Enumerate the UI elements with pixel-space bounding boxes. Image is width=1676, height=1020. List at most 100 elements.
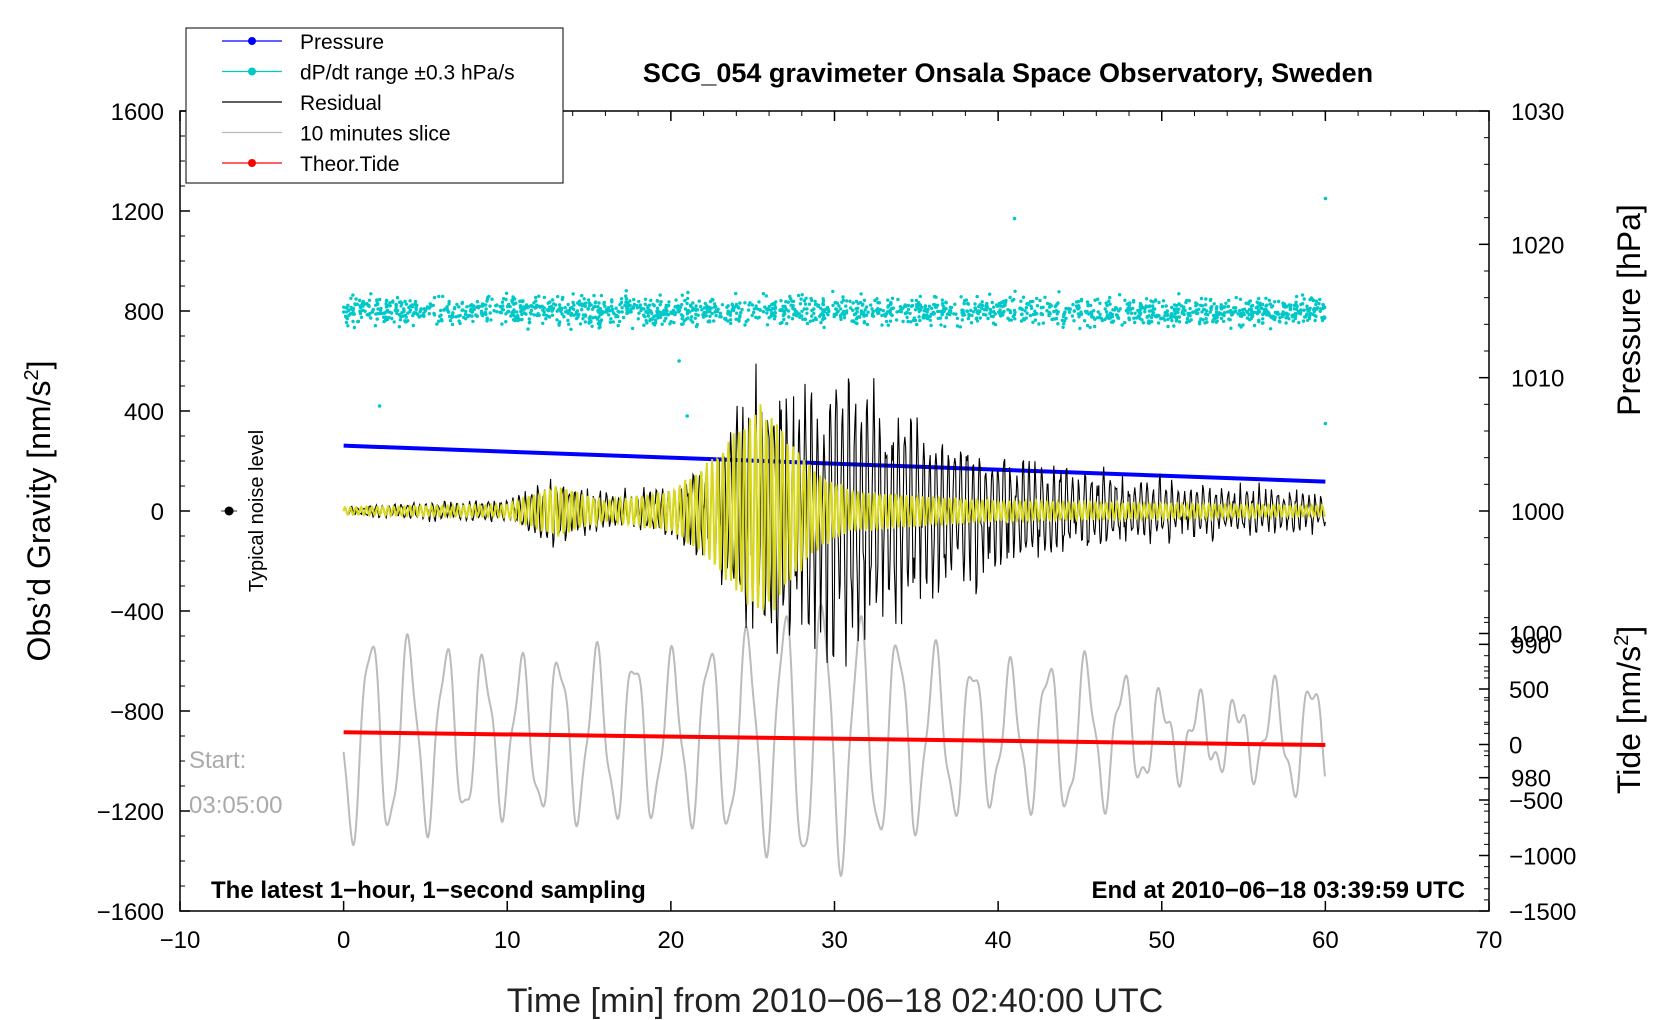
dpdt-point — [805, 311, 809, 315]
dpdt-point — [1278, 320, 1282, 324]
dpdt-point — [408, 299, 412, 303]
dpdt-point — [998, 304, 1003, 308]
dpdt-point — [1211, 318, 1216, 322]
dpdt-point — [797, 312, 801, 316]
dpdt-point — [1150, 313, 1155, 317]
dpdt-point — [384, 305, 389, 309]
dpdt-point — [849, 306, 853, 310]
x-tick-label: 20 — [658, 927, 685, 954]
dpdt-point — [844, 311, 849, 315]
dpdt-point — [855, 315, 860, 319]
dpdt-point — [674, 305, 679, 309]
dpdt-point — [1304, 314, 1308, 319]
dpdt-point — [500, 300, 505, 304]
dpdt-point — [851, 308, 855, 312]
dpdt-point — [975, 310, 979, 314]
dpdt-point — [1170, 305, 1174, 310]
dpdt-point — [809, 298, 814, 303]
dpdt-point — [522, 311, 526, 315]
dpdt-point — [845, 299, 849, 303]
dpdt-point — [500, 322, 504, 326]
dpdt-point — [578, 322, 583, 326]
dpdt-point — [1291, 319, 1296, 323]
y-tide-tick-label: −1000 — [1509, 844, 1576, 871]
dpdt-point — [394, 303, 399, 307]
dpdt-point — [1214, 307, 1219, 311]
y-pressure-tick-label: 1000 — [1511, 499, 1564, 526]
dpdt-point — [667, 300, 671, 304]
dpdt-point — [784, 300, 788, 304]
dpdt-point — [558, 320, 562, 324]
dpdt-point — [1172, 303, 1177, 307]
dpdt-point — [402, 309, 406, 314]
dpdt-point — [533, 305, 538, 310]
dpdt-point — [1085, 309, 1089, 314]
dpdt-point — [1170, 318, 1174, 323]
dpdt-point — [1238, 297, 1243, 301]
dpdt-point — [1024, 316, 1028, 320]
dpdt-point — [414, 307, 418, 312]
dpdt-point — [1138, 312, 1142, 316]
dpdt-point — [906, 307, 911, 312]
dpdt-point — [345, 316, 349, 321]
dpdt-point — [1315, 306, 1320, 310]
dpdt-point — [608, 320, 613, 324]
dpdt-point — [985, 308, 989, 312]
dpdt-point — [746, 308, 751, 312]
dpdt-point — [568, 306, 573, 310]
dpdt-point — [995, 304, 1000, 308]
dpdt-point — [655, 306, 660, 310]
dpdt-point — [923, 314, 928, 318]
dpdt-point — [484, 312, 488, 316]
dpdt-point — [764, 294, 768, 298]
dpdt-point — [955, 324, 960, 328]
dpdt-point — [1028, 299, 1033, 304]
dpdt-point — [980, 306, 984, 311]
dpdt-point — [1062, 322, 1066, 326]
dpdt-point — [800, 314, 804, 318]
y-axis-tide: −1500 −1000 −500 0 500 1000 — [1479, 622, 1576, 926]
dpdt-point — [1114, 306, 1119, 311]
dpdt-point — [738, 313, 742, 318]
dpdt-point — [354, 297, 358, 301]
dpdt-point — [453, 306, 457, 310]
dpdt-point — [1138, 316, 1142, 321]
dpdt-point — [348, 312, 353, 316]
dpdt-point — [731, 305, 735, 310]
dpdt-point — [580, 308, 584, 312]
dpdt-point — [812, 311, 816, 316]
dpdt-point — [516, 318, 520, 323]
dpdt-point — [1144, 297, 1149, 301]
dpdt-point — [1107, 299, 1111, 303]
dpdt-point — [1079, 297, 1084, 302]
dpdt-point — [939, 323, 943, 327]
dpdt-point — [388, 310, 392, 314]
x-tick-label: 40 — [985, 927, 1012, 954]
dpdt-point — [600, 309, 604, 314]
dpdt-point — [795, 310, 799, 314]
dpdt-point — [694, 304, 698, 308]
dpdt-point — [699, 304, 703, 309]
dpdt-point — [936, 316, 940, 321]
dpdt-point — [943, 324, 947, 329]
dpdt-point — [1151, 307, 1155, 311]
dpdt-point — [1045, 309, 1049, 313]
dpdt-point — [642, 307, 646, 311]
dpdt-point — [925, 316, 930, 321]
dpdt-point — [842, 316, 847, 320]
dpdt-point — [485, 297, 490, 301]
dpdt-point — [358, 309, 362, 314]
dpdt-point — [408, 304, 413, 308]
dpdt-point — [975, 294, 979, 299]
dpdt-point — [743, 301, 747, 305]
dpdt-point — [906, 319, 910, 324]
dpdt-point — [1314, 314, 1318, 319]
dpdt-point — [876, 307, 880, 311]
dpdt-point — [800, 309, 804, 313]
dpdt-point — [778, 321, 783, 326]
dpdt-point — [718, 311, 723, 315]
dpdt-point — [960, 318, 964, 322]
dpdt-point — [1306, 309, 1310, 313]
dpdt-point — [1040, 312, 1045, 317]
dpdt-point — [475, 300, 480, 304]
